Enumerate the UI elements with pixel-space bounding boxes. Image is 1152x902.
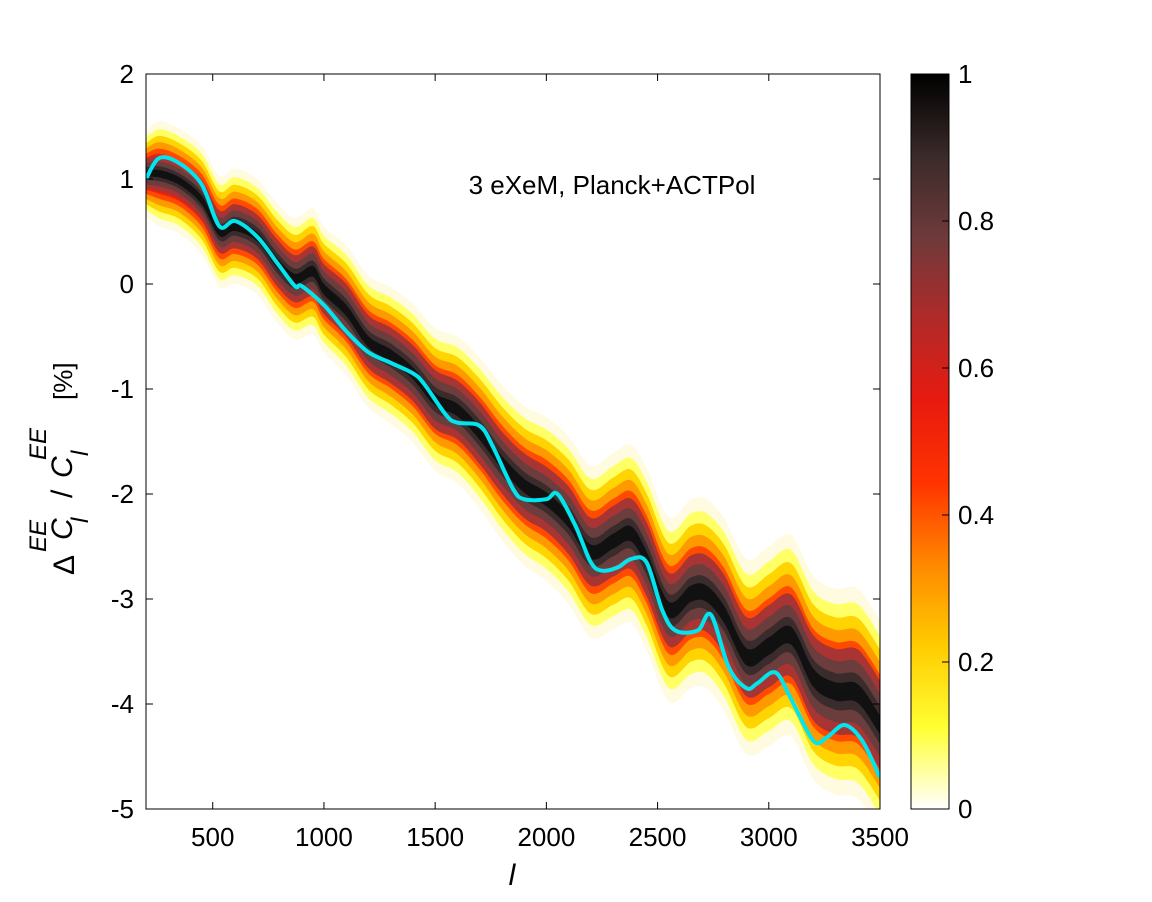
x-tick-label: 3500 (851, 822, 909, 852)
y-tick-label: -5 (111, 794, 134, 824)
y-label-den-sub: l (67, 450, 94, 456)
y-label-den-c: C (46, 456, 79, 478)
y-label-slash: / (46, 489, 79, 498)
best-fit-line-layer (146, 155, 880, 779)
series-line-0 (146, 155, 880, 779)
colorbar: 1 0.8 0.6 0.4 0.2 0 (910, 59, 994, 824)
plot-area: 500 1000 1500 2000 2500 3000 3500 2 1 0 -1 -2 -3 -4 -… (111, 59, 909, 852)
y-tick-label: 2 (120, 59, 134, 89)
colorbar-scale (910, 73, 950, 810)
x-axis-label: l (509, 859, 517, 892)
y-label-den-sup: EE (25, 427, 52, 460)
plot-frame (145, 73, 881, 810)
plot-annotation: 3 eXeM, Planck+ACTPol (469, 170, 756, 200)
y-tick-label: -3 (111, 584, 134, 614)
y-label-unit: [%] (48, 362, 78, 400)
y-tick-label: -1 (111, 374, 134, 404)
x-axis: 500 1000 1500 2000 2500 3000 3500 (191, 74, 909, 852)
y-axis-label: Δ C EE l / C EE l [%] (25, 362, 94, 575)
colorbar-tick-label: 0.8 (958, 206, 994, 236)
y-axis: 2 1 0 -1 -2 -3 -4 -5 (111, 59, 880, 824)
colorbar-tick-label: 0.2 (958, 647, 994, 677)
x-tick-label: 2000 (517, 822, 575, 852)
y-tick-label: 0 (120, 269, 134, 299)
colorbar-tick-label: 1 (958, 59, 972, 89)
x-tick-label: 2500 (629, 822, 687, 852)
y-tick-label: -2 (111, 479, 134, 509)
colorbar-tick-label: 0.6 (958, 353, 994, 383)
y-tick-label: 1 (120, 164, 134, 194)
x-tick-label: 500 (191, 822, 234, 852)
y-tick-label: -4 (111, 689, 134, 719)
colorbar-tick-label: 0.4 (958, 500, 994, 530)
y-label-delta: Δ (48, 555, 81, 575)
y-label-num-sup: EE (25, 519, 52, 552)
y-label-num-c: C (46, 518, 79, 540)
density-band-core-3 (146, 169, 880, 735)
x-tick-label: 1000 (295, 822, 353, 852)
x-tick-label: 1500 (406, 822, 464, 852)
colorbar-ticks: 1 0.8 0.6 0.4 0.2 0 (942, 59, 994, 824)
x-tick-label: 3000 (740, 822, 798, 852)
colorbar-tick-label: 0 (958, 794, 972, 824)
y-label-num-sub: l (67, 517, 94, 523)
density-band (146, 121, 880, 809)
